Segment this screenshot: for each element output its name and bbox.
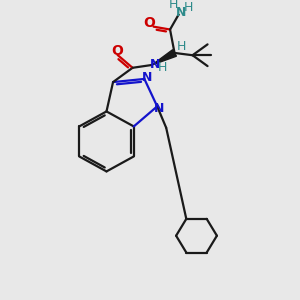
Text: O: O bbox=[111, 44, 123, 58]
Text: N: N bbox=[150, 58, 160, 70]
Text: H: H bbox=[169, 0, 178, 11]
Text: H: H bbox=[158, 61, 167, 74]
Text: H: H bbox=[184, 1, 193, 14]
Text: O: O bbox=[143, 16, 155, 30]
Text: N: N bbox=[154, 102, 164, 115]
Text: N: N bbox=[142, 71, 152, 84]
Text: H: H bbox=[176, 40, 186, 53]
Polygon shape bbox=[152, 50, 176, 65]
Text: N: N bbox=[176, 6, 187, 19]
